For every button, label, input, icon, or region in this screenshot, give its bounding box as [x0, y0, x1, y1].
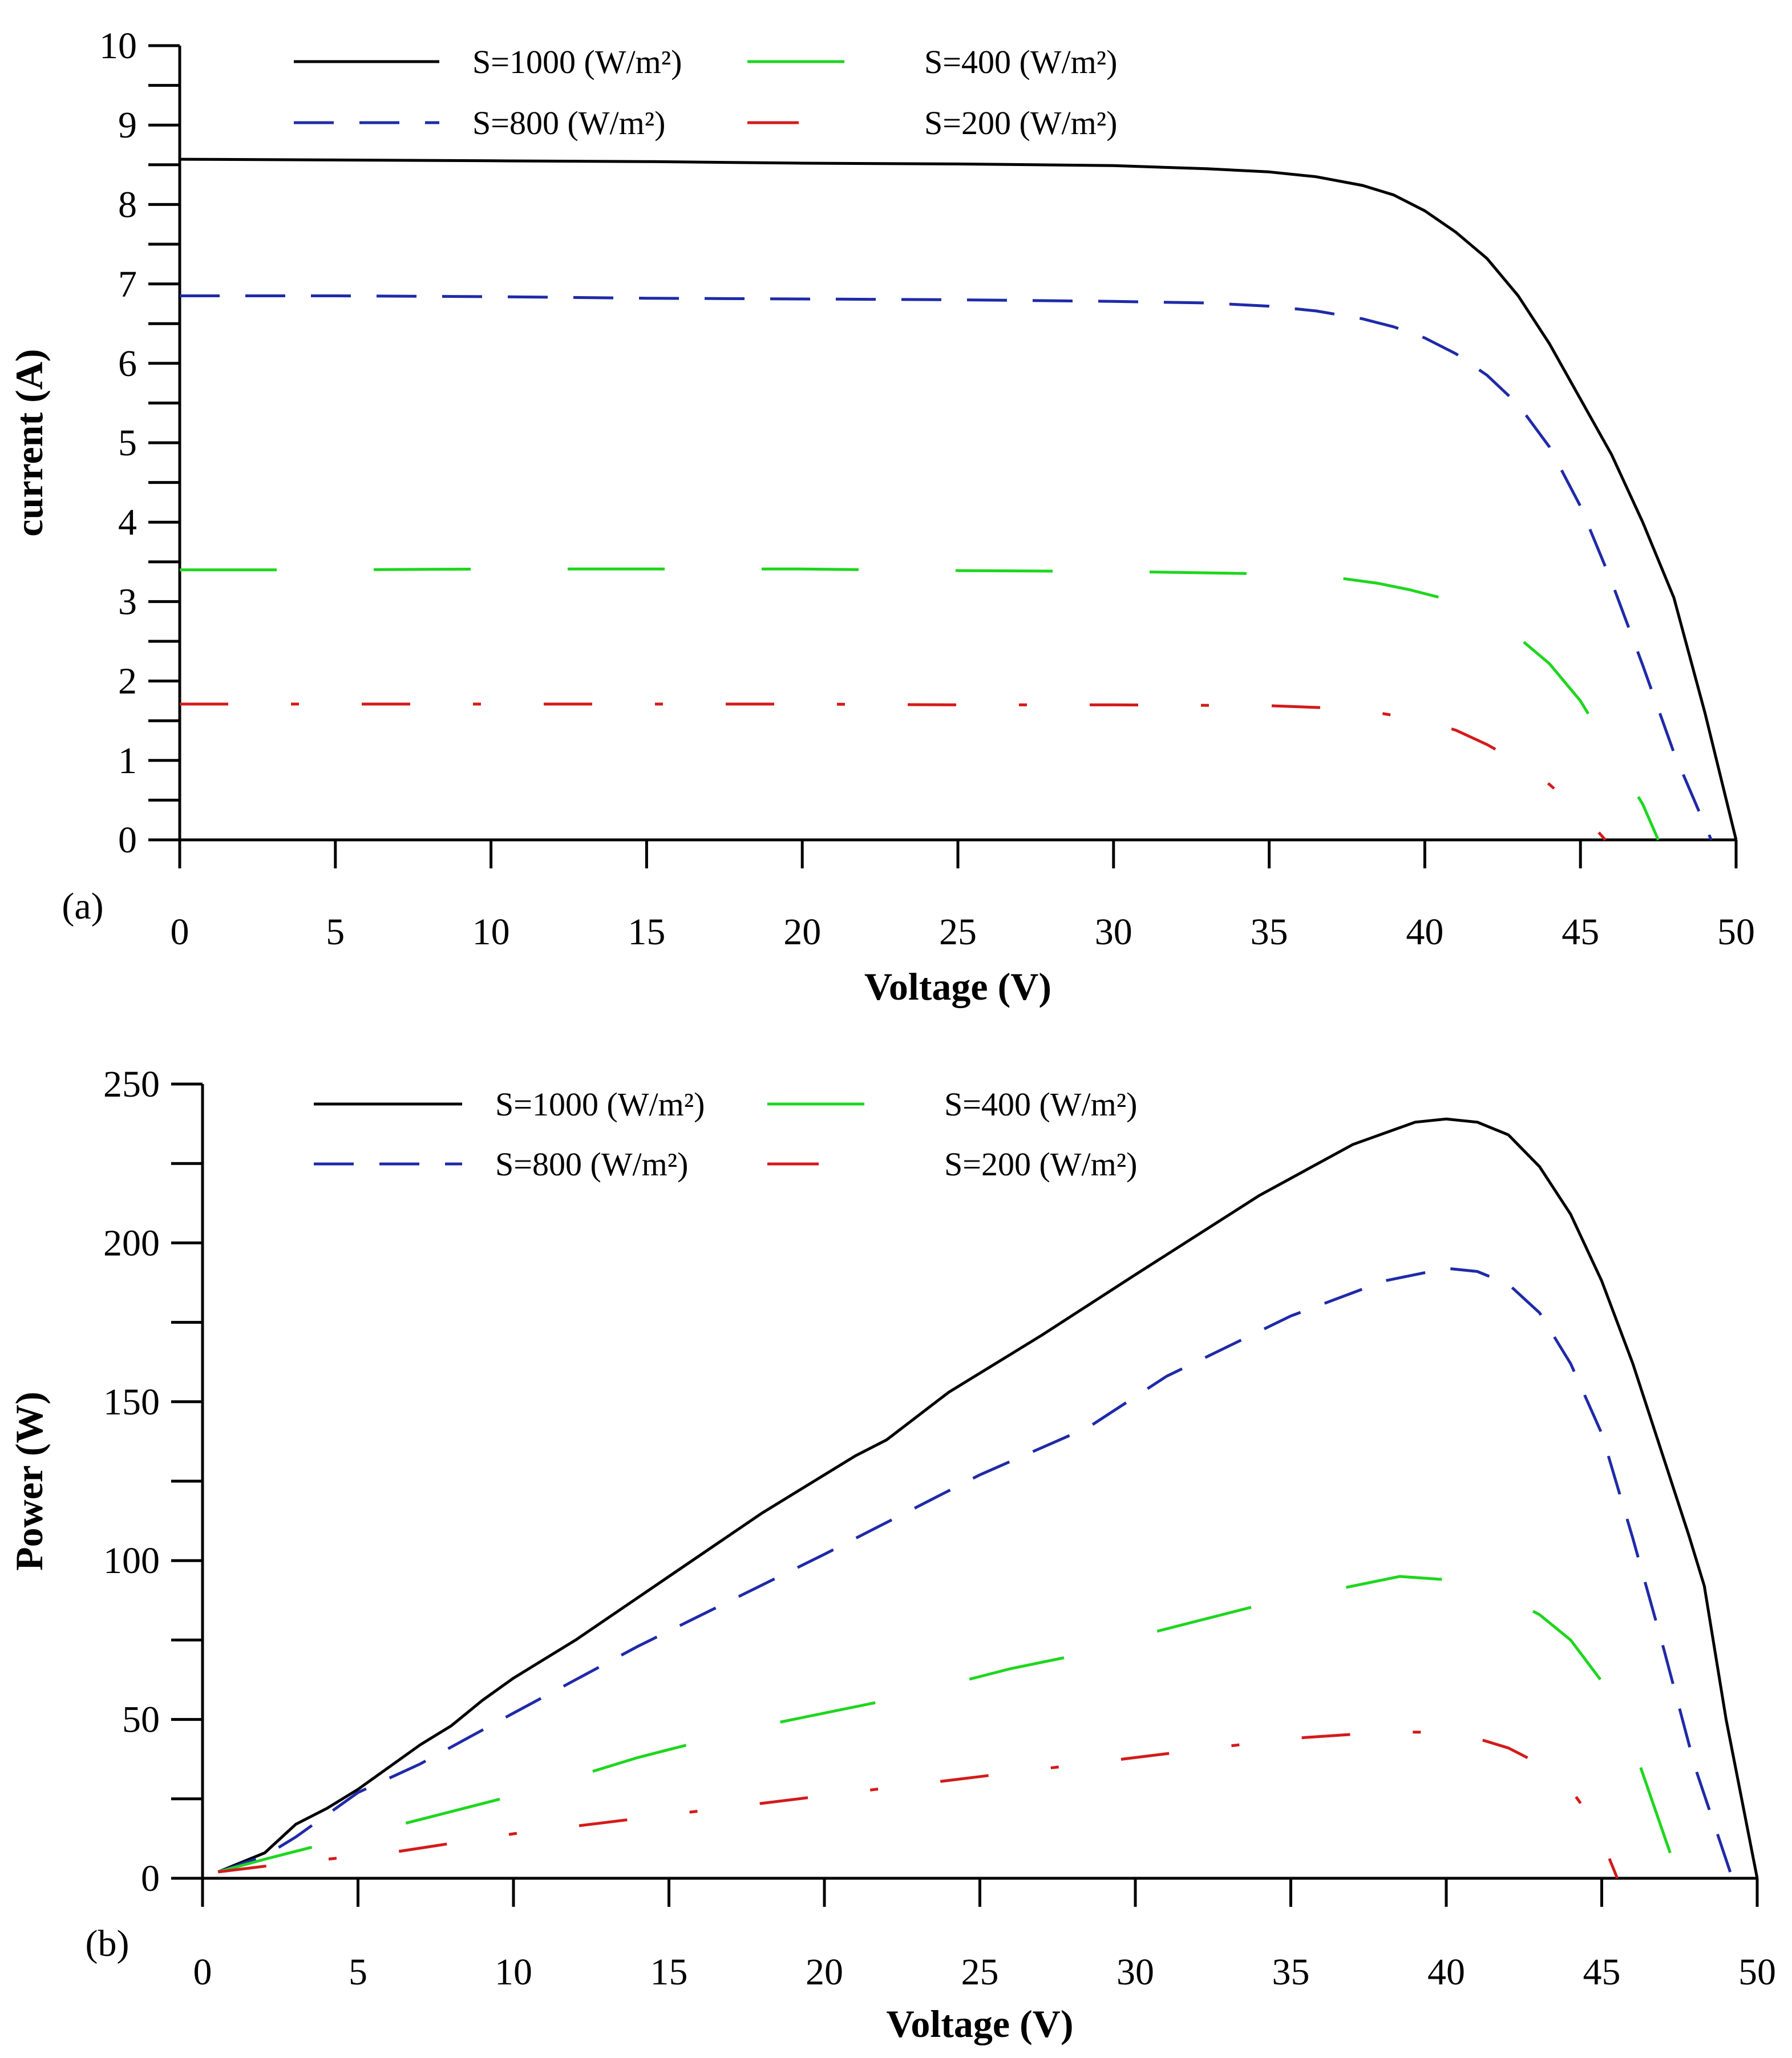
- b-x-tick-label: 35: [1272, 1951, 1310, 1993]
- a-legend-label-s200: S=200 (W/m²): [924, 104, 1117, 141]
- panel-a-iv-curve: 0 5 10 15 20 25 30 35 40 45 50012345678910Voltage …: [7, 25, 1755, 1008]
- b-series-s1000: [217, 1117, 1759, 1879]
- a-y-tick-label: 5: [118, 422, 137, 464]
- b-series-s200: [217, 1731, 1619, 1879]
- b-y-axis-title: Power (W): [7, 1392, 51, 1571]
- a-y-tick-label: 4: [118, 502, 137, 543]
- a-x-tick-label: 20: [783, 911, 821, 953]
- b-x-tick-label: 45: [1583, 1951, 1621, 1993]
- b-x-tick-label: 0: [193, 1951, 212, 1993]
- b-series-s800: [217, 1267, 1734, 1879]
- a-y-tick-label: 8: [118, 184, 137, 225]
- a-series-s400: [180, 567, 1660, 840]
- a-series-s1000: [179, 157, 1738, 840]
- b-x-tick-label: 30: [1117, 1951, 1154, 1993]
- b-legend-label-s800: S=800 (W/m²): [495, 1146, 688, 1183]
- a-x-tick-label: 45: [1562, 911, 1599, 953]
- a-x-tick-label: 40: [1406, 911, 1443, 953]
- a-y-tick-label: 9: [118, 104, 137, 146]
- a-y-tick-label: 2: [118, 661, 137, 702]
- a-series-s200: [180, 702, 1607, 841]
- b-y-tick-label: 100: [103, 1540, 160, 1582]
- a-x-tick-label: 5: [326, 911, 345, 953]
- b-x-tick-label: 10: [495, 1951, 532, 1993]
- a-y-axis-title: current (A): [7, 349, 51, 536]
- a-x-tick-label: 25: [939, 911, 977, 953]
- b-x-tick-label: 20: [806, 1951, 843, 1993]
- panel-b-pv-curve: 0 5 10 15 20 25 30 35 40 45 50 0 50 100 150 200 250 Volta…: [7, 1064, 1776, 2045]
- b-x-tick-label: 5: [349, 1951, 367, 1993]
- a-x-tick-label: 50: [1717, 911, 1755, 953]
- b-y-tick-label: 200: [103, 1222, 160, 1264]
- a-series-s800: [180, 294, 1713, 840]
- a-x-tick-label: 30: [1095, 911, 1132, 953]
- b-panel-tag: (b): [86, 1923, 130, 1964]
- a-y-tick-label: 6: [118, 343, 137, 385]
- a-legend-label-s1000: S=1000 (W/m²): [472, 43, 682, 80]
- b-y-tick-label: 50: [122, 1699, 160, 1741]
- a-x-axis-title: Voltage (V): [864, 965, 1051, 1008]
- b-x-axis-title: Voltage (V): [887, 2002, 1074, 2045]
- b-legend-label-s200: S=200 (W/m²): [944, 1146, 1137, 1183]
- a-legend-label-s800: S=800 (W/m²): [472, 104, 665, 141]
- b-x-tick-label: 40: [1427, 1951, 1465, 1993]
- b-y-tick-label: 150: [103, 1381, 160, 1423]
- b-legend-label-s400: S=400 (W/m²): [944, 1086, 1137, 1123]
- a-y-tick-label: 10: [99, 25, 137, 67]
- b-legend-label-s1000: S=1000 (W/m²): [495, 1086, 705, 1123]
- a-x-tick-label: 10: [472, 911, 510, 953]
- a-y-tick-label: 3: [118, 581, 137, 622]
- a-x-tick-label: 15: [628, 911, 665, 953]
- a-y-tick-label: 7: [118, 264, 137, 305]
- a-y-tick-label: 1: [118, 740, 137, 782]
- a-y-tick-label: 0: [118, 819, 137, 861]
- b-series-s400: [217, 1575, 1672, 1874]
- a-x-tick-label: 35: [1251, 911, 1288, 953]
- a-legend-label-s400: S=400 (W/m²): [924, 43, 1117, 80]
- b-x-tick-label: 15: [650, 1951, 688, 1993]
- b-x-tick-label: 50: [1738, 1951, 1776, 1993]
- b-y-tick-label: 250: [103, 1064, 160, 1105]
- b-y-tick-label: 0: [141, 1858, 160, 1899]
- a-x-tick-label: 0: [171, 911, 189, 953]
- b-x-tick-label: 25: [961, 1951, 999, 1993]
- a-panel-tag: (a): [62, 886, 103, 927]
